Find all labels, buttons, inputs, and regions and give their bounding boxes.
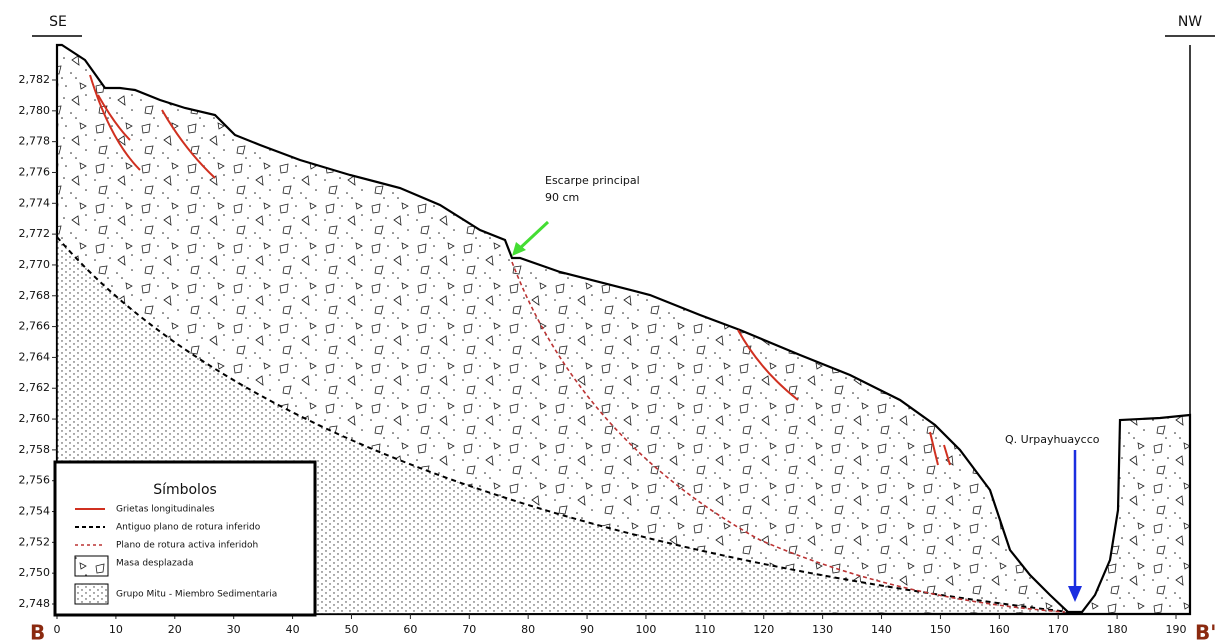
- y-tick-label: 2,760: [19, 412, 51, 425]
- legend-symbol: [75, 584, 108, 604]
- y-tick-label: 2,772: [19, 227, 51, 240]
- x-tick-label: 20: [168, 623, 182, 636]
- y-tick-label: 2,782: [19, 73, 51, 86]
- cross-section: 2,748 2,750 2,752 2,754 2,756 2,758 2,760 2,762…: [0, 0, 1215, 644]
- x-tick-label: 100: [635, 623, 656, 636]
- legend-symbol: [75, 556, 108, 576]
- x-tick-label: 120: [753, 623, 774, 636]
- section-end: B': [1195, 621, 1215, 644]
- x-tick-label: 10: [109, 623, 123, 636]
- y-tick-label: 2,754: [19, 505, 51, 518]
- y-tick-label: 2,756: [19, 474, 51, 487]
- scarp-depth: 90 cm: [545, 191, 579, 204]
- y-tick-label: 2,762: [19, 381, 51, 394]
- legend-item: Masa desplazada: [116, 559, 193, 569]
- x-tick-label: 170: [1048, 623, 1069, 636]
- x-tick-label: 80: [521, 623, 535, 636]
- y-tick-label: 2,770: [19, 258, 51, 271]
- scarp-arrow: [518, 222, 548, 250]
- x-tick-label: 30: [227, 623, 241, 636]
- x-tick-label: 40: [286, 623, 300, 636]
- legend-item: Antiguo plano de rotura inferido: [116, 523, 261, 533]
- legend: Símbolos Grietas longitudinales Antiguo …: [55, 462, 315, 615]
- header-right: NW: [1178, 14, 1202, 30]
- scarp-title: Escarpe principal: [545, 174, 640, 187]
- x-tick-label: 70: [462, 623, 476, 636]
- y-tick-label: 2,750: [19, 566, 51, 579]
- x-tick-label: 140: [871, 623, 892, 636]
- x-tick-label: 50: [344, 623, 358, 636]
- legend-item: Plano de rotura activa inferidoh: [116, 541, 258, 551]
- section-start: B: [30, 621, 45, 644]
- x-tick-label: 160: [989, 623, 1010, 636]
- x-tick-label: 180: [1107, 623, 1128, 636]
- x-tick-label: 130: [812, 623, 833, 636]
- x-tick-label: 90: [580, 623, 594, 636]
- stream-label: Q. Urpayhuaycco: [1005, 433, 1100, 446]
- y-tick-label: 2,780: [19, 104, 51, 117]
- y-tick-label: 2,748: [19, 597, 51, 610]
- y-tick-label: 2,778: [19, 135, 51, 148]
- x-tick-label: 0: [54, 623, 61, 636]
- y-tick-label: 2,776: [19, 165, 51, 178]
- x-tick-label: 60: [403, 623, 417, 636]
- legend-item: Grietas longitudinales: [116, 505, 215, 515]
- y-tick-label: 2,764: [19, 350, 51, 363]
- x-tick-label: 110: [694, 623, 715, 636]
- y-tick-label: 2,774: [19, 196, 51, 209]
- y-tick-label: 2,768: [19, 289, 51, 302]
- y-tick-label: 2,758: [19, 443, 51, 456]
- y-tick-label: 2,752: [19, 535, 51, 548]
- stream-arrowhead: [1068, 586, 1082, 602]
- x-tick-label: 190: [1166, 623, 1187, 636]
- legend-item: Grupo Mitu - Miembro Sedimentaria: [116, 590, 277, 600]
- x-tick-label: 150: [930, 623, 951, 636]
- y-tick-label: 2,766: [19, 320, 51, 333]
- legend-title: Símbolos: [153, 482, 217, 498]
- header-left: SE: [49, 14, 67, 30]
